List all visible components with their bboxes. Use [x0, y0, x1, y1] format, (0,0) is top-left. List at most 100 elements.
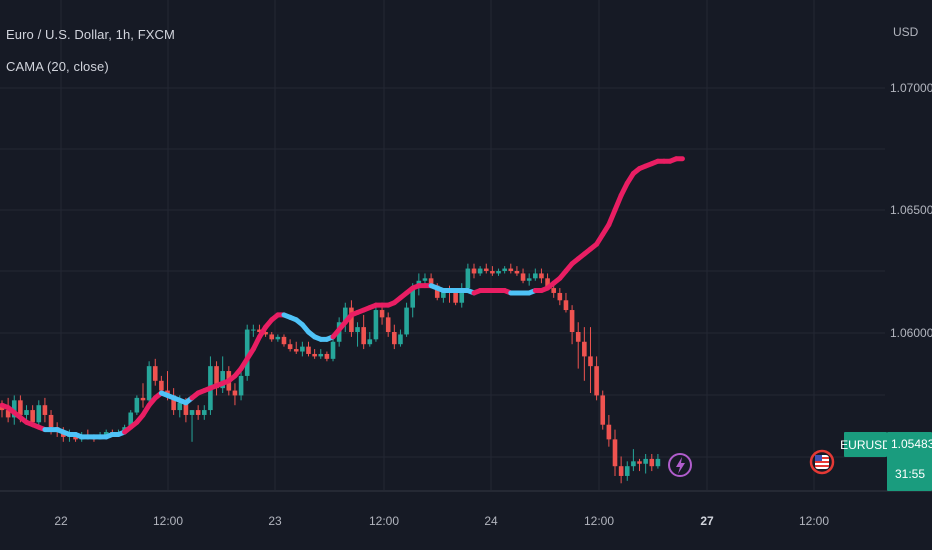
- candle-body: [349, 307, 354, 332]
- candle-body: [30, 410, 35, 423]
- candle-body: [514, 271, 520, 274]
- time-tick-label: 12:00: [584, 514, 614, 528]
- candle-body: [502, 268, 507, 271]
- candle-body: [342, 307, 348, 323]
- candle-body: [563, 300, 569, 311]
- time-tick-label: 22: [54, 514, 68, 528]
- lightning-icon: [668, 453, 692, 477]
- candle-body: [361, 327, 366, 345]
- candle-body: [300, 346, 305, 352]
- candle-body: [103, 432, 109, 435]
- bar-countdown: 31:55: [895, 467, 926, 481]
- symbol-badge: EURUSD: [840, 432, 891, 457]
- candle-body: [655, 458, 661, 467]
- candle-body: [618, 466, 624, 476]
- time-tick-label: 12:00: [799, 514, 829, 528]
- candle-body: [379, 310, 385, 318]
- candle-body: [569, 310, 575, 332]
- candle-body: [183, 402, 189, 415]
- cama-segment: [612, 192, 624, 213]
- candle-body: [496, 271, 501, 274]
- candle-body: [355, 327, 360, 332]
- candle-body: [490, 271, 495, 274]
- candle-body: [508, 268, 514, 271]
- lightning-bolt: [676, 457, 685, 474]
- candle-body: [48, 414, 54, 428]
- candle-body: [324, 353, 330, 359]
- indicator-label[interactable]: CAMA (20, close): [6, 59, 109, 74]
- price-tick-label: 1.07000: [890, 81, 932, 95]
- flag-canton: [815, 455, 822, 461]
- candle-body: [275, 336, 281, 340]
- candle-body: [214, 366, 219, 389]
- price-tick-label: 1.06500: [890, 203, 932, 217]
- candle-body: [5, 410, 11, 418]
- candle-body: [318, 353, 324, 357]
- candle-body: [649, 458, 655, 467]
- candle-body: [557, 292, 563, 301]
- candle-body: [428, 278, 434, 286]
- candle-body: [373, 310, 379, 340]
- candle-body: [624, 466, 630, 476]
- us-flag-icon: [809, 449, 835, 475]
- candle-body: [18, 400, 23, 415]
- time-tick-label: 12:00: [153, 514, 183, 528]
- time-tick-label: 12:00: [369, 514, 399, 528]
- time-tick-label: 24: [484, 514, 498, 528]
- candle-body: [483, 268, 489, 271]
- candle-body: [171, 395, 176, 411]
- candle-body: [177, 402, 183, 411]
- cama-indicator-line: [0, 156, 685, 440]
- candle-body: [281, 336, 287, 345]
- candle-body: [293, 349, 299, 352]
- candle-body: [385, 317, 391, 332]
- candle-body: [42, 405, 48, 415]
- candle-body: [410, 288, 416, 308]
- candle-body: [453, 292, 458, 303]
- last-price-badge: 1.05483 31:55: [887, 432, 932, 491]
- candle-body: [189, 410, 195, 415]
- candle-body: [459, 288, 465, 303]
- candle-body: [306, 346, 311, 354]
- price-tick-label: 1.06000: [890, 326, 932, 340]
- candle-body: [238, 375, 244, 396]
- candle-body: [539, 273, 544, 279]
- candle-body: [220, 371, 225, 389]
- candle-body: [434, 285, 440, 298]
- candle-body: [533, 273, 538, 279]
- candle-body: [146, 366, 152, 401]
- candle-body: [600, 395, 606, 425]
- last-price-value: 1.05483: [891, 437, 932, 451]
- candle-body: [330, 341, 336, 359]
- cama-segment: [606, 207, 618, 228]
- candle-body: [24, 410, 29, 415]
- candle-body: [441, 290, 446, 298]
- candle-body: [520, 273, 526, 281]
- candle-body: [606, 424, 612, 440]
- candle-body: [471, 268, 477, 274]
- candle-body: [134, 397, 140, 413]
- event-markers[interactable]: [668, 449, 835, 477]
- flag-stripe: [815, 461, 829, 463]
- candle-body: [201, 410, 207, 415]
- candle-body: [594, 366, 599, 396]
- candle-body: [152, 366, 158, 381]
- currency-label: USD: [893, 25, 919, 39]
- candle-body: [140, 397, 146, 401]
- candle-body: [422, 278, 428, 281]
- candle-body: [263, 332, 268, 335]
- candle-body: [128, 412, 134, 428]
- candle-body: [643, 458, 648, 464]
- candle-body: [195, 410, 201, 415]
- candle-body: [269, 334, 275, 340]
- candle-body: [244, 329, 250, 376]
- candle-body: [575, 332, 581, 342]
- candle-body: [477, 268, 483, 274]
- time-tick-label: 27: [700, 514, 714, 528]
- candle-body: [465, 268, 471, 289]
- chart-title[interactable]: Euro / U.S. Dollar, 1h, FXCM: [6, 27, 175, 42]
- candle-body: [36, 405, 42, 423]
- candle-body: [159, 380, 164, 391]
- candles-layer: [0, 263, 661, 484]
